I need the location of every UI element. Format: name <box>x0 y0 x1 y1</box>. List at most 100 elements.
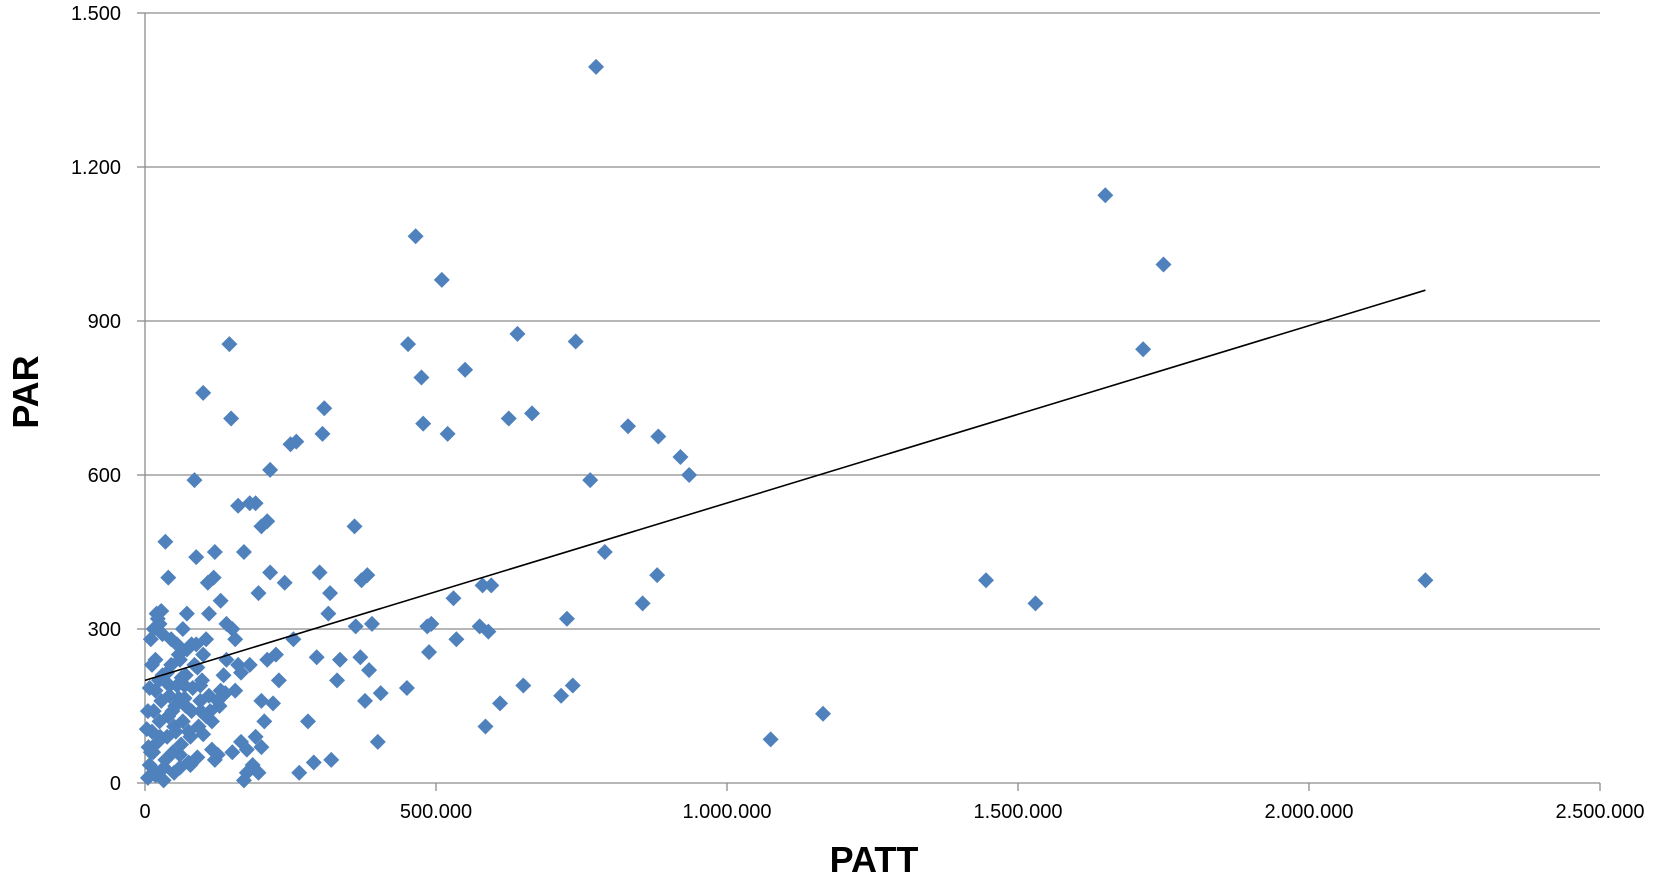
data-point <box>398 680 415 697</box>
data-point <box>152 728 169 745</box>
data-point <box>157 533 174 550</box>
data-point <box>288 433 305 450</box>
data-point <box>477 718 494 735</box>
data-point <box>977 572 994 589</box>
data-point <box>170 690 187 707</box>
data-point <box>253 692 270 709</box>
data-point <box>448 631 465 648</box>
data-point <box>235 544 252 560</box>
x-tick-label: 0 <box>139 801 150 823</box>
data-point <box>415 415 432 432</box>
data-point <box>329 672 346 689</box>
data-point <box>509 325 526 342</box>
trendline-layer <box>144 289 1426 682</box>
data-point <box>180 723 197 740</box>
data-point <box>256 713 273 730</box>
data-point <box>634 595 651 612</box>
data-point <box>421 644 438 661</box>
data-point <box>227 631 244 648</box>
data-point <box>588 58 605 75</box>
data-point <box>138 721 155 738</box>
data-point <box>346 518 363 535</box>
data-point <box>596 544 613 560</box>
data-point <box>308 649 325 666</box>
data-point <box>372 685 389 702</box>
data-point <box>153 603 170 620</box>
data-point <box>299 713 316 730</box>
data-point <box>173 669 190 686</box>
data-point <box>672 449 689 466</box>
data-point <box>291 764 308 781</box>
y-axis-title: PAR <box>5 355 46 428</box>
data-point <box>192 703 209 720</box>
data-point <box>171 651 188 668</box>
data-point <box>359 567 376 584</box>
data-point <box>474 577 491 594</box>
data-point <box>407 228 424 245</box>
data-point <box>564 677 581 694</box>
data-point <box>195 726 212 743</box>
y-tick-label: 1.500 <box>71 3 121 25</box>
data-point <box>331 651 348 668</box>
data-point <box>400 336 417 353</box>
data-point <box>145 744 162 761</box>
data-point <box>156 759 173 776</box>
data-point <box>322 585 339 602</box>
data-point <box>285 631 302 648</box>
data-point <box>211 698 228 714</box>
data-point <box>198 631 215 648</box>
data-point <box>244 757 261 774</box>
data-point <box>356 692 373 709</box>
data-point <box>217 685 234 702</box>
data-point <box>174 621 191 637</box>
data-point <box>201 605 218 622</box>
data-point <box>233 664 250 681</box>
data-point <box>649 567 666 584</box>
data-point <box>173 736 190 753</box>
data-point <box>650 428 667 445</box>
y-tick-label: 900 <box>88 311 121 333</box>
x-tick-label: 1.500.000 <box>974 801 1063 823</box>
data-point <box>423 615 440 632</box>
data-point <box>433 271 450 288</box>
data-point <box>582 472 599 489</box>
x-tick-label: 2.500.000 <box>1556 801 1645 823</box>
data-point <box>253 739 270 756</box>
x-tick-label: 1.000.000 <box>683 801 772 823</box>
data-point <box>267 646 284 663</box>
data-point <box>457 361 474 378</box>
data-point <box>188 549 205 566</box>
data-point <box>223 410 240 427</box>
data-point <box>620 418 637 435</box>
data-point <box>174 713 191 730</box>
data-point <box>182 757 199 774</box>
data-point <box>160 569 177 586</box>
data-point <box>192 677 209 694</box>
trendline <box>144 289 1426 682</box>
data-point <box>553 687 570 704</box>
data-point <box>224 744 241 761</box>
data-points <box>138 58 1434 789</box>
data-point <box>445 590 462 607</box>
data-point <box>147 651 164 668</box>
data-point <box>262 461 279 478</box>
data-point <box>212 592 229 609</box>
data-point <box>241 656 258 673</box>
data-point <box>178 605 195 622</box>
data-point <box>483 577 500 594</box>
data-point <box>439 425 456 442</box>
data-point <box>311 564 328 581</box>
data-point <box>515 677 532 694</box>
x-axis-title: PATT <box>830 839 919 880</box>
data-point <box>492 695 509 712</box>
data-point <box>218 651 235 668</box>
data-point <box>195 384 212 401</box>
data-point <box>363 615 380 632</box>
data-point <box>314 425 331 442</box>
data-point <box>221 336 238 353</box>
data-point <box>141 680 158 697</box>
data-point <box>247 495 264 512</box>
x-tick-label: 500.000 <box>400 801 472 823</box>
data-point <box>270 672 287 689</box>
